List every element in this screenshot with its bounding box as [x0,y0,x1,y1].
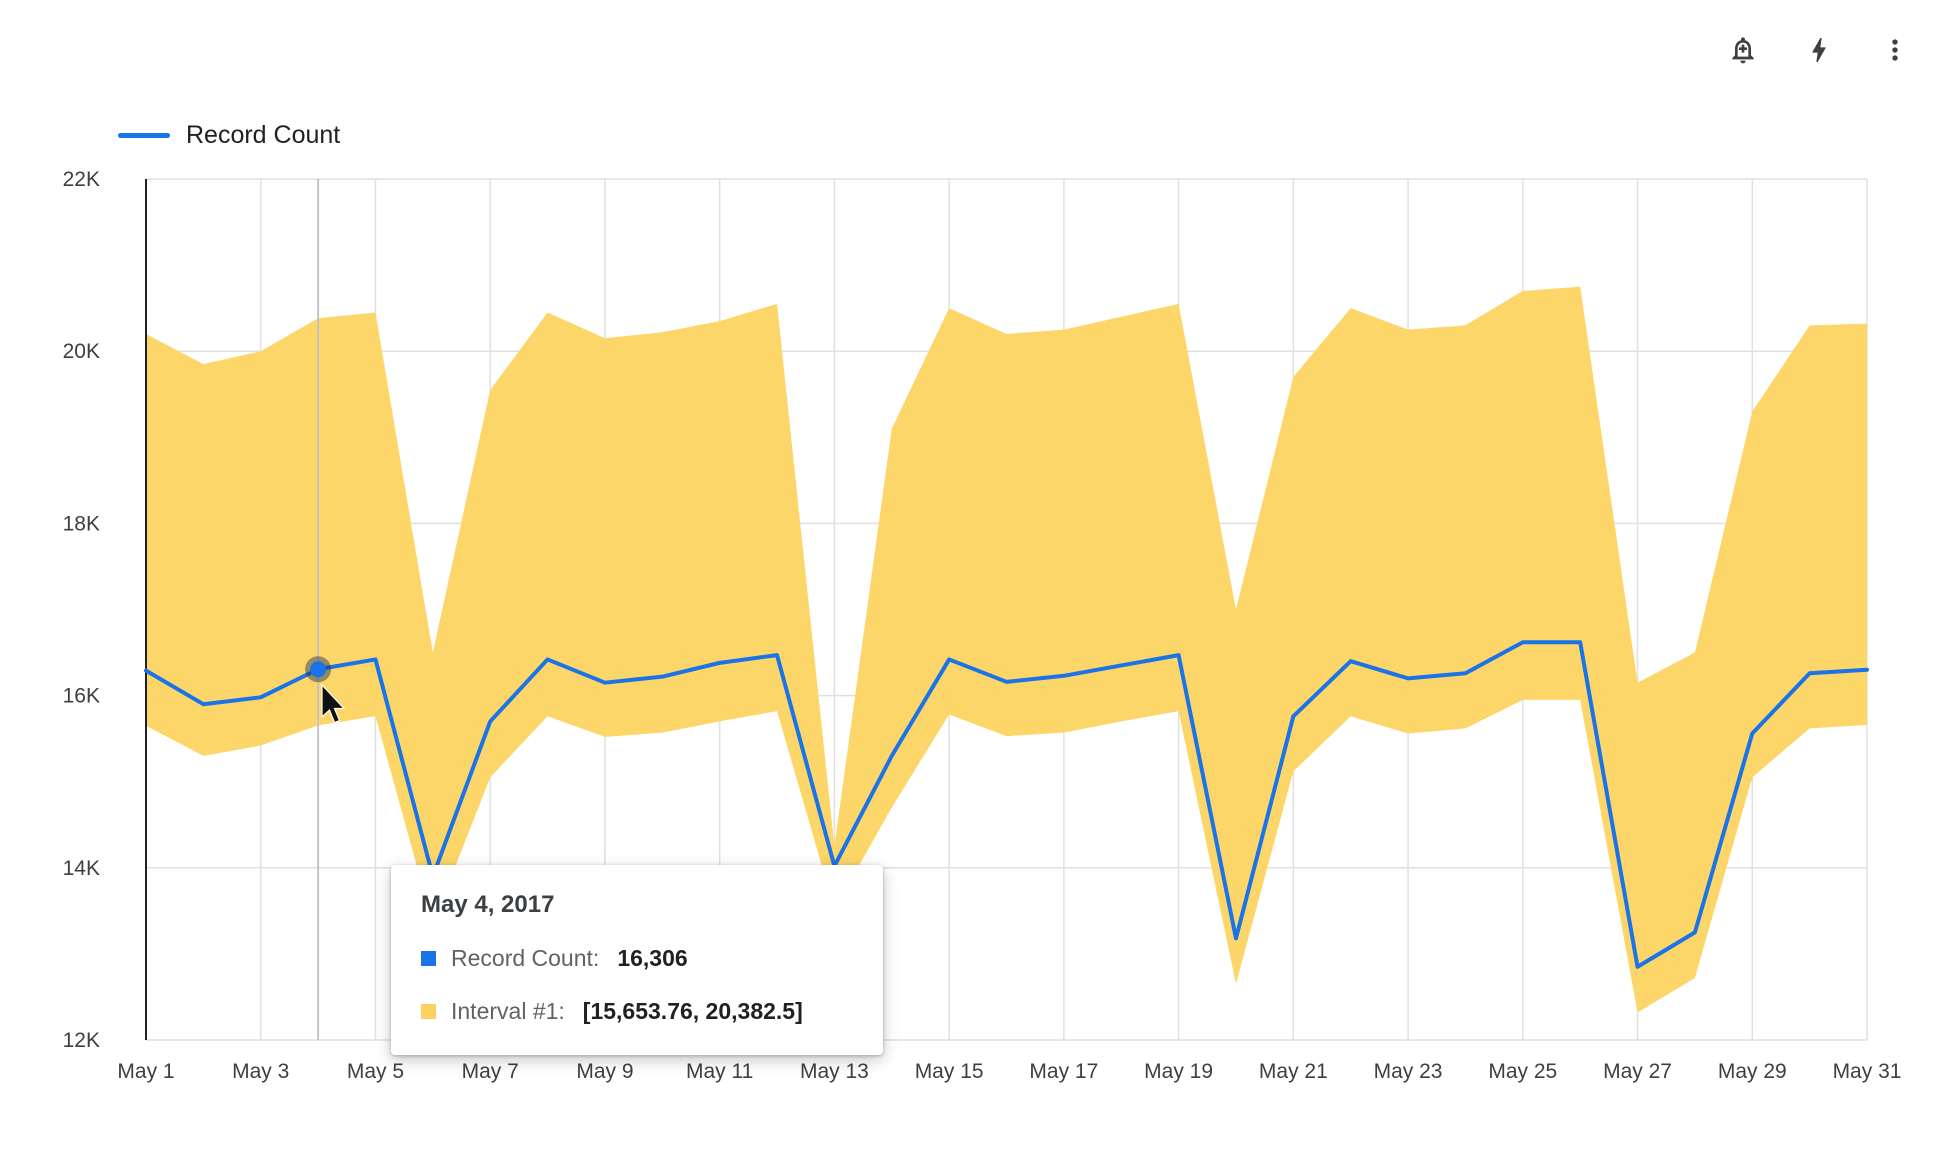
legend-label: Record Count [186,121,341,149]
tooltip-label: Interval #1: [451,998,565,1024]
x-axis-label: May 5 [347,1060,404,1083]
x-axis-label: May 11 [686,1060,753,1083]
x-axis-label: May 29 [1718,1060,1787,1083]
x-axis-label: May 3 [232,1060,289,1083]
x-axis-label: May 25 [1488,1060,1557,1083]
x-axis-label: May 1 [117,1060,174,1083]
legend-line-swatch [118,133,170,138]
lightning-icon [1812,38,1826,62]
x-axis-label: May 9 [576,1060,633,1083]
x-axis-label: May 15 [915,1060,984,1083]
quick-actions-button[interactable] [1802,33,1836,67]
x-axis-label: May 27 [1603,1060,1672,1083]
x-axis-label: May 19 [1144,1060,1213,1083]
x-axis-label: May 31 [1833,1060,1902,1083]
mouse-cursor [321,684,346,724]
y-axis-label: 16K [63,685,100,708]
more-options-button[interactable] [1878,33,1912,67]
toolbar [1726,33,1912,67]
interval-swatch [421,1004,436,1019]
chart-tooltip: May 4, 2017 Record Count: 16,306 Interva… [391,865,883,1055]
tooltip-value: 16,306 [617,945,688,971]
x-axis-label: May 17 [1029,1060,1098,1083]
hover-point [310,661,327,678]
record-count-swatch [421,951,436,966]
chart-legend: Record Count [118,121,340,150]
tooltip-row-record-count: Record Count: 16,306 [421,945,853,972]
add-alert-button[interactable] [1726,33,1760,67]
tooltip-row-interval: Interval #1: [15,653.76, 20,382.5] [421,998,853,1025]
x-axis-label: May 21 [1259,1060,1328,1083]
tooltip-label: Record Count: [451,945,600,971]
y-axis-label: 12K [63,1029,100,1052]
x-axis-label: May 13 [800,1060,869,1083]
y-axis-label: 18K [63,512,100,535]
y-axis-label: 20K [63,340,100,363]
interval-band [146,286,1867,1013]
y-axis-label: 22K [63,168,100,191]
tooltip-value: [15,653.76, 20,382.5] [582,998,803,1024]
y-axis-label: 14K [63,857,100,880]
kebab-menu-icon [1892,39,1898,61]
tooltip-date: May 4, 2017 [421,891,555,918]
x-axis-label: May 7 [462,1060,519,1083]
bell-plus-icon [1732,37,1754,64]
x-axis-label: May 23 [1374,1060,1443,1083]
